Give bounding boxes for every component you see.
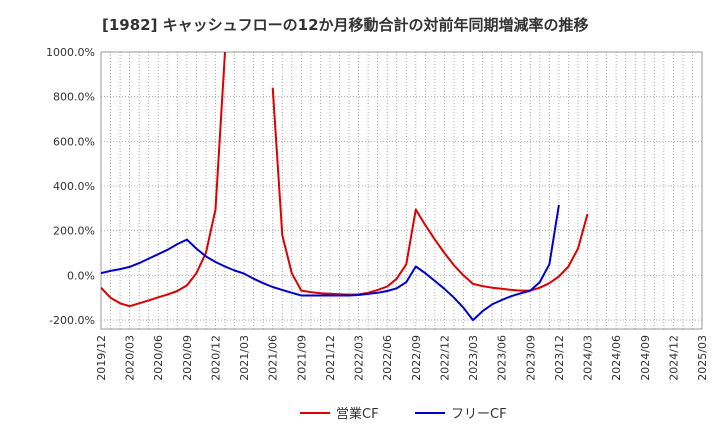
x-tick-label: 2020/06 — [152, 335, 165, 381]
y-tick-label: 800.0% — [53, 91, 95, 104]
x-tick-label: 2019/12 — [95, 335, 108, 381]
y-tick-label: 1000.0% — [46, 46, 95, 59]
x-tick-label: 2025/03 — [696, 335, 709, 381]
x-tick-label: 2024/06 — [610, 335, 623, 381]
x-tick-label: 2024/12 — [667, 335, 680, 381]
x-tick-label: 2022/06 — [381, 335, 394, 381]
x-tick-label: 2022/12 — [438, 335, 451, 381]
series-layer — [101, 52, 589, 322]
chart-title: [1982] キャッシュフローの12か月移動合計の対前年同期増減率の推移 — [102, 16, 589, 34]
x-tick-label: 2020/12 — [209, 335, 222, 381]
x-tick-label: 2021/03 — [238, 335, 251, 381]
plot-area — [100, 51, 703, 330]
y-tick-label: -200.0% — [49, 314, 95, 327]
y-tick-label: 600.0% — [53, 135, 95, 148]
x-tick-label: 2023/06 — [496, 335, 509, 381]
legend-label-0: 営業CF — [336, 406, 379, 422]
x-tick-label: 2023/09 — [524, 335, 537, 381]
legend-label-1: フリーCF — [451, 407, 507, 422]
y-tick-label: 400.0% — [53, 180, 95, 193]
x-tick-label: 2024/09 — [639, 335, 652, 381]
x-tick-label: 2022/03 — [353, 335, 366, 381]
series-line-1 — [101, 204, 560, 322]
x-tick-label: 2023/12 — [553, 335, 566, 381]
axis-layer: -200.0% 0.0% 200.0% 400.0% 600.0% 800.0% 1000.… — [46, 46, 709, 381]
x-tick-label: 2021/06 — [267, 335, 280, 381]
x-tick-label: 2021/09 — [295, 335, 308, 381]
grid-layer — [101, 51, 702, 329]
x-tick-label: 2021/12 — [324, 335, 337, 381]
legend: 営業CF フリーCF — [300, 406, 507, 422]
y-tick-label: 200.0% — [53, 225, 95, 238]
y-tick-label: 0.0% — [67, 269, 95, 282]
x-tick-label: 2022/09 — [410, 335, 423, 381]
x-tick-label: 2024/03 — [582, 335, 595, 381]
x-tick-label: 2023/03 — [467, 335, 480, 381]
x-tick-label: 2020/03 — [124, 335, 137, 381]
x-tick-label: 2020/09 — [181, 335, 194, 381]
